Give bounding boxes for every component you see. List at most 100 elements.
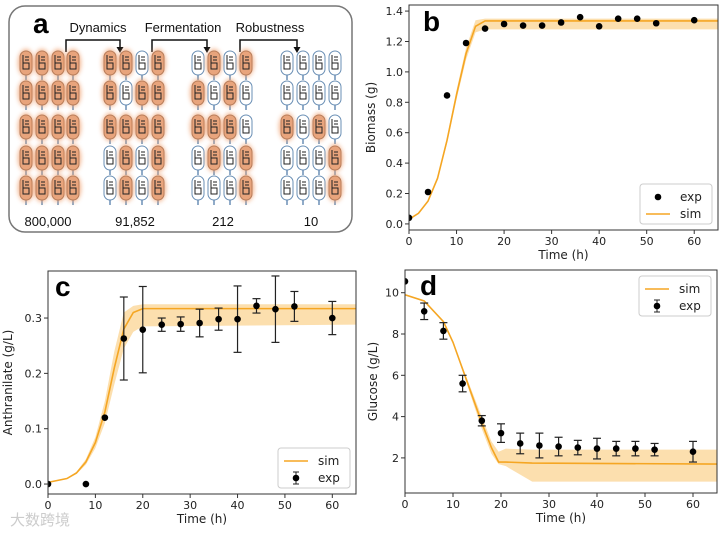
x-tick-label: 60 xyxy=(687,235,701,248)
x-tick-label: 50 xyxy=(638,498,652,511)
gene-circuit-icon xyxy=(54,55,62,70)
cell-active xyxy=(222,113,238,144)
exp-point xyxy=(516,440,524,447)
gene-circuit-icon xyxy=(226,55,234,70)
legend: sim exp xyxy=(638,275,712,317)
exp-point xyxy=(272,305,279,313)
cell-active xyxy=(65,49,81,80)
cell-active xyxy=(118,113,134,144)
exp-point xyxy=(538,22,546,29)
cell-active xyxy=(18,144,34,175)
exp-point xyxy=(689,448,697,456)
legend-label-sim: sim xyxy=(680,207,701,221)
cell-inactive xyxy=(239,80,253,110)
exp-point xyxy=(576,13,584,21)
gene-circuit-icon xyxy=(210,55,218,70)
exp-point xyxy=(139,326,147,333)
cell-active xyxy=(34,49,50,80)
axes-frame xyxy=(408,4,719,231)
legend-label-sim: sim xyxy=(679,282,700,296)
panel-c-anthranilate-chart: 0 10 20 30 40 50 60 0.0 0.1 0.2 0.3 Time (h) Anthran… xyxy=(1,270,357,526)
gene-circuit-icon xyxy=(194,180,202,195)
gene-circuit-icon xyxy=(194,85,202,100)
x-tick-label: 30 xyxy=(542,498,556,511)
cell-active xyxy=(279,113,295,144)
gene-circuit-icon xyxy=(122,180,130,195)
cell-inactive xyxy=(135,175,149,205)
exp-point xyxy=(329,314,336,322)
gene-circuit-icon xyxy=(69,55,77,70)
exp-point xyxy=(405,278,409,285)
cell-active xyxy=(102,49,118,80)
exp-point xyxy=(234,315,241,323)
gene-circuit-icon xyxy=(226,119,234,134)
gene-circuit-icon xyxy=(210,150,218,165)
cell-inactive xyxy=(280,50,294,80)
variant-count: 800,000 xyxy=(25,214,72,229)
gene-circuit-icon xyxy=(154,85,162,100)
exp-point xyxy=(462,39,470,47)
variant-count: 91,852 xyxy=(115,214,155,229)
gene-circuit-icon xyxy=(69,85,77,100)
gene-circuit-icon xyxy=(54,85,62,100)
gene-circuit-icon xyxy=(242,180,250,195)
exp-point xyxy=(497,429,505,437)
gene-circuit-icon xyxy=(122,55,130,70)
cell-inactive xyxy=(296,175,310,205)
y-axis-label: Glucose (g/L) xyxy=(366,342,380,421)
y-tick-label: 6 xyxy=(392,369,399,382)
cell-active xyxy=(50,144,66,175)
y-tick-label: 10 xyxy=(385,287,399,300)
gene-circuit-icon xyxy=(54,150,62,165)
cell-inactive xyxy=(207,80,221,110)
x-tick-label: 10 xyxy=(450,235,464,248)
legend: exp sim xyxy=(639,183,713,225)
gene-circuit-icon xyxy=(22,119,30,134)
cell-active xyxy=(190,79,206,110)
gene-circuit-icon xyxy=(154,150,162,165)
legend-exp-swatch xyxy=(654,193,662,201)
panel-a-diagram: a Dynamics Fermentation Robustness 800,000 91… xyxy=(8,5,353,233)
legend-label-exp: exp xyxy=(318,471,340,485)
cell-active xyxy=(50,49,66,80)
x-tick-label: 0 xyxy=(402,498,409,511)
cell-active xyxy=(134,79,150,110)
y-tick-label: 0.0 xyxy=(386,218,404,231)
gene-circuit-icon xyxy=(38,180,46,195)
cell-active xyxy=(18,113,34,144)
exp-point xyxy=(555,443,562,450)
cell-active xyxy=(50,79,66,110)
y-tick-label: 0.1 xyxy=(25,423,43,436)
cell-active xyxy=(65,144,81,175)
gene-circuit-icon xyxy=(283,85,291,100)
gene-circuit-icon xyxy=(38,119,46,134)
sim-confidence-band xyxy=(405,294,717,482)
gene-circuit-icon xyxy=(226,85,234,100)
legend-label-exp: exp xyxy=(680,190,702,204)
cell-inactive xyxy=(312,50,326,80)
cell-active xyxy=(34,79,50,110)
sim-line xyxy=(405,294,717,465)
gene-circuit-icon xyxy=(106,150,114,165)
y-tick-label: 0.8 xyxy=(386,96,404,109)
gene-circuit-icon xyxy=(331,180,339,195)
gene-circuit-icon xyxy=(283,55,291,70)
gene-circuit-icon xyxy=(210,119,218,134)
cell-active xyxy=(50,113,66,144)
x-tick-label: 10 xyxy=(88,499,102,512)
panel-label-d: d xyxy=(420,270,437,301)
arrow-head-icon xyxy=(116,47,124,53)
step-bracket xyxy=(151,39,208,52)
legend-label-exp: exp xyxy=(679,299,701,313)
y-tick-label: 4 xyxy=(392,411,399,424)
panel-d-glucose-chart: 0 10 20 30 40 50 60 2 4 6 8 10 Time (h) Glucose (g/L)… xyxy=(366,269,718,525)
panel-label-b: b xyxy=(423,6,440,37)
exp-point xyxy=(196,319,203,327)
gene-circuit-icon xyxy=(315,150,323,165)
x-tick-label: 40 xyxy=(590,498,604,511)
exp-point xyxy=(478,417,486,425)
cell-inactive xyxy=(312,145,326,175)
cell-inactive xyxy=(280,145,294,175)
gene-circuit-icon xyxy=(242,85,250,100)
